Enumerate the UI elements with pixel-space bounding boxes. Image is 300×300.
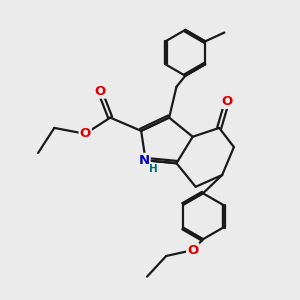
Text: O: O	[221, 95, 232, 108]
Text: O: O	[187, 244, 198, 256]
Text: O: O	[80, 127, 91, 140]
Text: N: N	[139, 154, 150, 167]
Text: O: O	[94, 85, 106, 98]
Text: H: H	[149, 164, 158, 173]
